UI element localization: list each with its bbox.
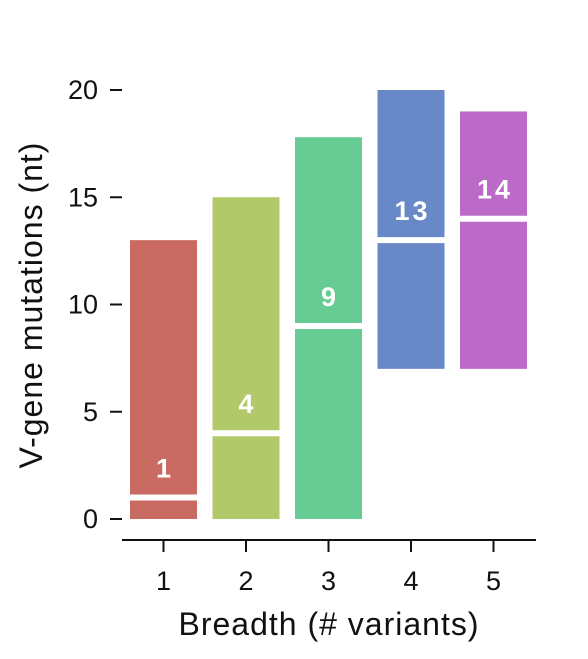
y-axis: 0 5 10 15 20: [68, 75, 122, 534]
x-axis-title: Breadth (# variants): [178, 606, 479, 642]
bar-5: [460, 111, 527, 369]
x-tick-label: 5: [486, 566, 501, 596]
y-axis-title: V-gene mutations (nt): [13, 142, 49, 469]
bar-1: [130, 240, 197, 519]
median-label-5: 14: [477, 175, 513, 205]
x-tick-label: 3: [321, 566, 336, 596]
y-tick-label: 15: [68, 182, 98, 212]
x-axis: 1 2 3 4 5: [122, 539, 536, 596]
x-tick-label: 2: [238, 566, 253, 596]
median-label-1: 1: [156, 454, 174, 484]
median-label-4: 13: [394, 196, 430, 226]
y-tick-label: 20: [68, 75, 98, 105]
median-label-2: 4: [238, 389, 256, 419]
bar-2: [212, 197, 280, 519]
x-tick-label: 1: [156, 566, 171, 596]
median-label-3: 9: [321, 282, 339, 312]
y-tick-label: 5: [83, 397, 98, 427]
x-tick-label: 4: [403, 566, 418, 596]
y-tick-label: 0: [83, 504, 98, 534]
bar-4: [377, 90, 445, 369]
y-tick-label: 10: [68, 290, 98, 320]
